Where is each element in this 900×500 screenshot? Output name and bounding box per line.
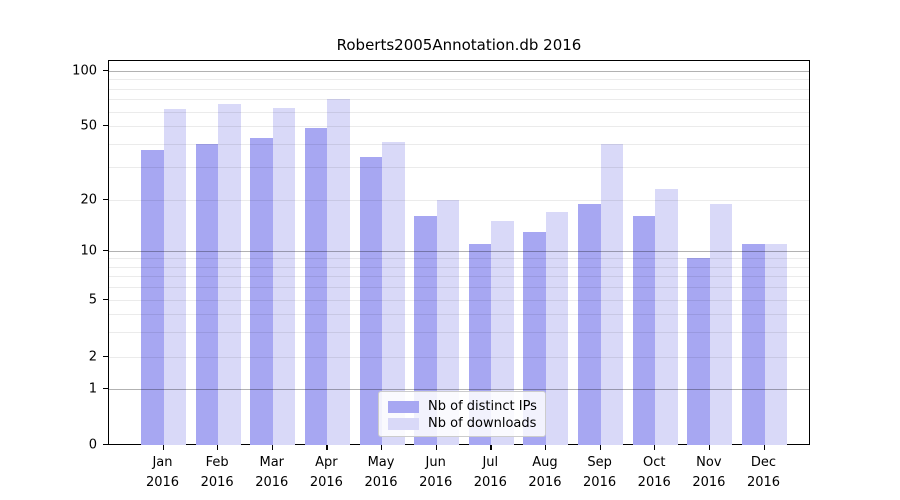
gridline-minor [109,313,809,315]
x-tick-label: Feb 2016 [200,455,234,490]
bar-distinct-ips [742,243,765,445]
y-tick-label: 1 [88,381,97,396]
x-tick-label: May 2016 [364,455,398,490]
y-tick-label: 20 [80,192,97,207]
chart-title: Roberts2005Annotation.db 2016 [336,36,582,54]
x-tick-label: Apr 2016 [309,455,343,490]
bar-downloads [327,99,350,445]
y-axis-tick [103,356,108,358]
y-axis-tick [103,70,108,72]
bar-downloads [655,188,678,445]
x-axis-tick [654,445,656,450]
gridline-minor [109,167,809,169]
bar-downloads [491,221,514,445]
bar-downloads [764,243,787,445]
x-tick-label: Aug 2016 [528,455,562,490]
bar-distinct-ips [578,203,601,445]
x-axis-tick [763,445,765,450]
x-axis-tick [599,445,601,450]
legend-swatch-distinct-ips-icon [388,400,419,413]
bar-downloads [272,107,296,445]
x-tick-label: Nov 2016 [692,455,726,490]
x-axis-tick [381,445,383,450]
legend-swatch-downloads-icon [388,417,419,430]
y-axis-tick [103,444,108,446]
x-axis-tick [708,445,711,450]
y-tick-label: 0 [88,437,97,452]
x-tick-label: Jan 2016 [145,455,180,490]
y-tick-label: 5 [88,292,97,307]
x-axis-tick [326,445,328,450]
bar-downloads [600,144,624,445]
legend-entry-distinct-ips: Nb of distinct IPs [388,398,537,415]
y-axis-tick [103,388,108,390]
y-tick-label: 10 [80,243,97,258]
gridline-minor [109,266,809,268]
y-tick-label: 50 [80,118,97,133]
legend: Nb of distinct IPs Nb of downloads [378,391,546,437]
bar-downloads [436,200,460,445]
bar-downloads [163,108,186,445]
bar-distinct-ips [632,216,656,445]
gridline-minor [109,357,809,358]
gridline-minor [109,200,809,201]
x-tick-label: Dec 2016 [746,455,781,490]
bar-distinct-ips [687,258,710,445]
x-axis-tick [435,445,437,450]
x-axis-tick [490,445,492,450]
x-axis-tick [271,445,273,450]
x-tick-label: Jul 2016 [473,455,507,490]
gridline-minor [109,88,809,90]
gridline-minor [109,79,809,81]
legend-entry-downloads: Nb of downloads [388,415,537,432]
bar-distinct-ips [141,150,164,445]
x-tick-label: Oct 2016 [637,455,671,490]
bar-downloads [709,203,733,445]
gridline-minor [109,287,809,289]
gridline-minor [109,276,809,278]
gridline-minor [109,99,809,101]
gridline-minor [109,126,809,127]
bar-distinct-ips [250,138,273,445]
x-tick-label: Mar 2016 [255,455,289,490]
gridline-minor [109,300,809,301]
bar-downloads [545,211,569,445]
gridline-minor [109,331,809,333]
x-axis-tick [217,445,219,450]
gridline-minor [109,258,809,260]
y-tick-label: 100 [72,63,97,78]
x-axis-tick [162,445,164,450]
bar-distinct-ips [195,144,219,445]
x-tick-label: Sep 2016 [583,455,617,490]
y-axis-tick [103,299,108,301]
y-axis-tick [103,250,108,252]
plot-area: Nb of distinct IPs Nb of downloads [108,60,810,445]
bar-downloads [218,103,241,445]
bar-distinct-ips [304,127,328,445]
bar-downloads [382,142,405,445]
gridline-major [109,389,809,390]
gridline-minor [109,111,809,113]
legend-label-downloads: Nb of downloads [428,416,537,431]
x-axis-tick [544,445,547,450]
y-axis-tick [103,199,108,201]
legend-label-distinct-ips: Nb of distinct IPs [428,399,537,414]
bar-distinct-ips [414,216,437,445]
gridline-major [109,251,809,252]
y-tick-label: 2 [88,349,97,364]
x-tick-label: Jun 2016 [419,455,453,490]
bar-distinct-ips [359,157,383,445]
y-axis-tick [103,125,108,127]
gridline-major [109,71,809,72]
gridline-minor [109,144,809,146]
